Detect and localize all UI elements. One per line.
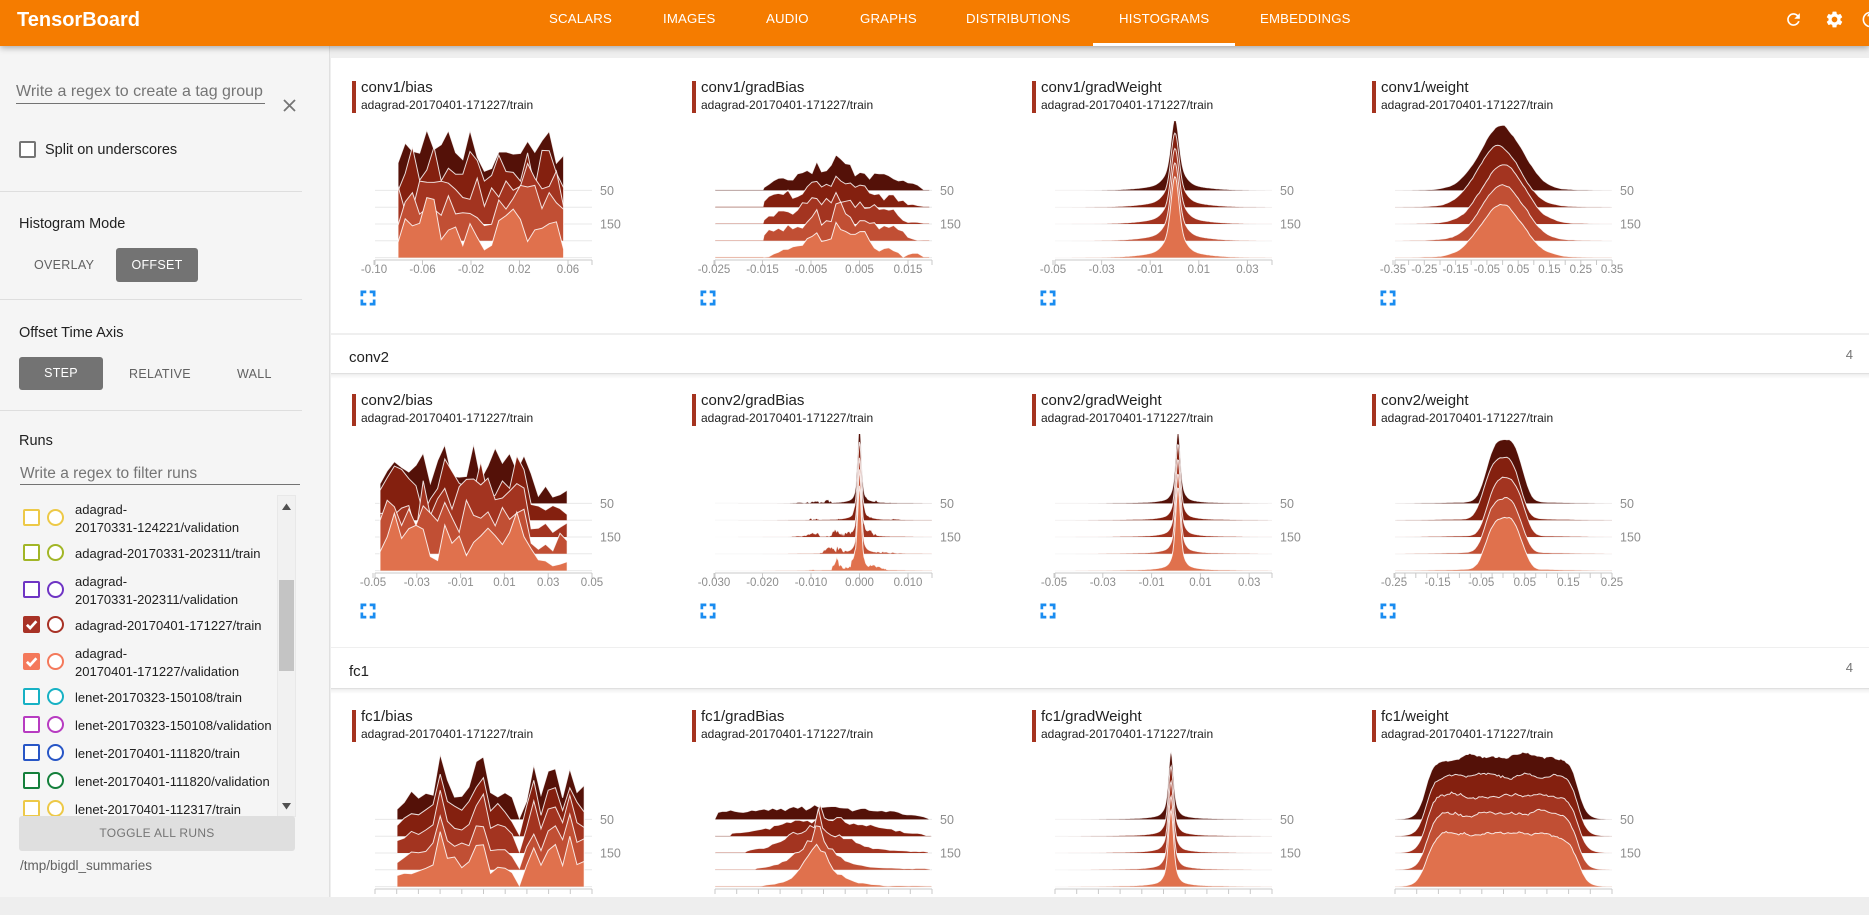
svg-text:-0.05: -0.05 [1474, 264, 1500, 276]
svg-text:150: 150 [940, 218, 961, 232]
svg-text:0.02: 0.02 [508, 264, 530, 276]
svg-text:0.01: 0.01 [1188, 264, 1210, 276]
svg-text:50: 50 [940, 184, 954, 198]
svg-text:0.25: 0.25 [1570, 264, 1592, 276]
svg-text:150: 150 [1620, 847, 1641, 861]
svg-text:-0.05: -0.05 [1040, 264, 1066, 276]
svg-text:0.06: 0.06 [557, 264, 579, 276]
svg-text:50: 50 [600, 813, 614, 827]
svg-text:50: 50 [1280, 497, 1294, 511]
svg-text:150: 150 [1620, 531, 1641, 545]
svg-text:0.01: 0.01 [1189, 577, 1211, 589]
svg-text:-0.25: -0.25 [1381, 577, 1407, 589]
svg-text:0.01: 0.01 [493, 577, 515, 589]
svg-text:-0.25: -0.25 [1411, 264, 1437, 276]
svg-text:50: 50 [1280, 184, 1294, 198]
svg-text:0.03: 0.03 [537, 577, 559, 589]
svg-text:150: 150 [940, 847, 961, 861]
svg-text:-0.05: -0.05 [1468, 577, 1494, 589]
svg-text:150: 150 [600, 218, 621, 232]
svg-text:-0.01: -0.01 [1137, 264, 1163, 276]
svg-text:0.05: 0.05 [1507, 264, 1529, 276]
svg-text:0.000: 0.000 [845, 577, 874, 589]
svg-text:-0.15: -0.15 [1424, 577, 1450, 589]
svg-text:150: 150 [940, 531, 961, 545]
svg-text:0.15: 0.15 [1538, 264, 1560, 276]
svg-text:0.25: 0.25 [1601, 577, 1623, 589]
svg-text:0.010: 0.010 [894, 577, 923, 589]
svg-text:-0.015: -0.015 [746, 264, 779, 276]
svg-text:0.05: 0.05 [1514, 577, 1536, 589]
svg-text:-0.05: -0.05 [360, 577, 386, 589]
svg-text:50: 50 [1620, 497, 1634, 511]
svg-text:50: 50 [600, 497, 614, 511]
svg-text:0.03: 0.03 [1238, 577, 1260, 589]
svg-text:-0.35: -0.35 [1380, 264, 1406, 276]
svg-text:50: 50 [940, 813, 954, 827]
svg-text:50: 50 [600, 184, 614, 198]
svg-text:150: 150 [1280, 847, 1301, 861]
svg-text:-0.02: -0.02 [458, 264, 484, 276]
svg-text:-0.15: -0.15 [1442, 264, 1468, 276]
svg-text:-0.01: -0.01 [1138, 577, 1164, 589]
svg-text:-0.030: -0.030 [698, 577, 731, 589]
svg-text:0.35: 0.35 [1601, 264, 1623, 276]
svg-text:-0.10: -0.10 [361, 264, 387, 276]
svg-text:50: 50 [940, 497, 954, 511]
svg-text:-0.01: -0.01 [447, 577, 473, 589]
svg-text:150: 150 [1620, 218, 1641, 232]
svg-text:-0.005: -0.005 [795, 264, 828, 276]
svg-text:-0.03: -0.03 [1088, 264, 1114, 276]
svg-text:-0.025: -0.025 [698, 264, 731, 276]
svg-text:-0.03: -0.03 [404, 577, 430, 589]
svg-text:-0.05: -0.05 [1041, 577, 1067, 589]
svg-text:0.05: 0.05 [581, 577, 603, 589]
svg-text:50: 50 [1620, 184, 1634, 198]
svg-text:-0.020: -0.020 [746, 577, 779, 589]
svg-text:150: 150 [1280, 531, 1301, 545]
svg-text:-0.03: -0.03 [1090, 577, 1116, 589]
svg-text:150: 150 [600, 847, 621, 861]
svg-text:0.03: 0.03 [1236, 264, 1258, 276]
svg-text:-0.06: -0.06 [409, 264, 435, 276]
svg-text:150: 150 [1280, 218, 1301, 232]
svg-text:50: 50 [1620, 813, 1634, 827]
svg-text:-0.010: -0.010 [795, 577, 828, 589]
svg-text:150: 150 [600, 531, 621, 545]
svg-text:50: 50 [1280, 813, 1294, 827]
svg-text:0.005: 0.005 [845, 264, 874, 276]
svg-text:0.15: 0.15 [1557, 577, 1579, 589]
svg-text:0.015: 0.015 [894, 264, 923, 276]
